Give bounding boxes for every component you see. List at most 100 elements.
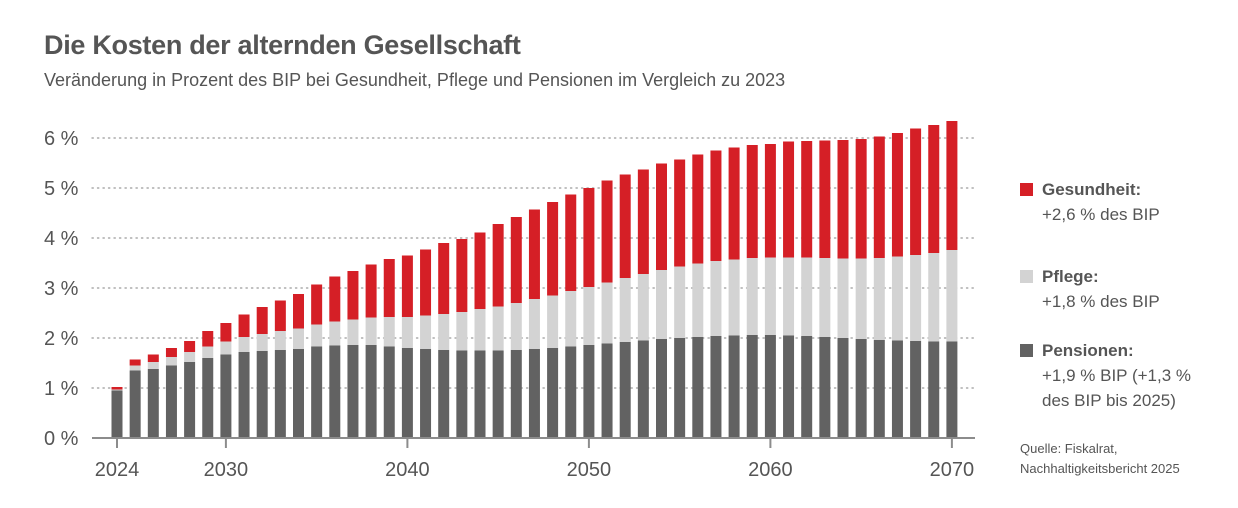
bar-pensionen-2061 bbox=[783, 335, 795, 438]
bar-pflege-2031 bbox=[238, 337, 250, 352]
bar-pflege-2037 bbox=[347, 319, 359, 345]
y-tick-label-6: 6 % bbox=[44, 128, 79, 150]
bar-pensionen-2063 bbox=[819, 337, 831, 438]
bar-gesundheit-2069 bbox=[928, 125, 940, 253]
bar-pensionen-2045 bbox=[492, 350, 504, 438]
bar-pflege-2045 bbox=[492, 306, 504, 351]
bar-gesundheit-2042 bbox=[438, 243, 450, 314]
bar-gesundheit-2056 bbox=[692, 154, 704, 264]
bar-pensionen-2048 bbox=[547, 348, 559, 438]
y-tick-label-5: 5 % bbox=[44, 178, 79, 200]
y-tick-label-1: 1 % bbox=[44, 378, 79, 400]
bar-pensionen-2068 bbox=[910, 341, 922, 438]
bar-pensionen-2051 bbox=[601, 343, 613, 438]
bar-pensionen-2058 bbox=[728, 335, 740, 438]
legend-item-pflege: Pflege: +1,8 % des BIP bbox=[1020, 264, 1160, 314]
bar-pensionen-2065 bbox=[855, 339, 867, 438]
bar-pflege-2061 bbox=[783, 257, 795, 336]
bar-pensionen-2059 bbox=[746, 335, 758, 438]
legend-label-pflege: Pflege: bbox=[1042, 267, 1099, 286]
y-tick-label-2: 2 % bbox=[44, 328, 79, 350]
bar-pflege-2056 bbox=[692, 263, 704, 337]
bar-pensionen-2064 bbox=[837, 338, 849, 438]
chart-title: Die Kosten der alternden Gesellschaft bbox=[44, 30, 521, 60]
bar-gesundheit-2044 bbox=[474, 232, 486, 309]
bar-pensionen-2049 bbox=[565, 346, 577, 438]
bar-gesundheit-2047 bbox=[528, 209, 540, 299]
bar-pensionen-2066 bbox=[873, 340, 885, 438]
bar-pflege-2053 bbox=[637, 274, 649, 341]
bar-gesundheit-2035 bbox=[311, 284, 323, 325]
bar-pensionen-2033 bbox=[274, 350, 286, 438]
bar-pensionen-2035 bbox=[311, 346, 323, 438]
bar-gesundheit-2033 bbox=[274, 300, 286, 331]
bar-pflege-2027 bbox=[165, 357, 177, 366]
bar-pensionen-2070 bbox=[946, 341, 958, 438]
legend-desc-pensionen-1: +1,9 % BIP (+1,3 % bbox=[1042, 366, 1191, 385]
bar-gesundheit-2053 bbox=[637, 169, 649, 274]
bar-pflege-2065 bbox=[855, 258, 867, 339]
bar-gesundheit-2024 bbox=[111, 387, 123, 390]
bar-pensionen-2056 bbox=[692, 337, 704, 438]
bar-gesundheit-2060 bbox=[764, 144, 776, 258]
bar-gesundheit-2061 bbox=[783, 141, 795, 258]
bar-pflege-2033 bbox=[274, 331, 286, 350]
legend-item-pensionen: Pensionen: +1,9 % BIP (+1,3 % des BIP bi… bbox=[1020, 338, 1191, 413]
bar-pflege-2069 bbox=[928, 253, 940, 342]
bar-gesundheit-2038 bbox=[365, 264, 377, 318]
bar-pflege-2067 bbox=[891, 256, 903, 341]
bar-pflege-2046 bbox=[510, 303, 522, 350]
bar-pensionen-2057 bbox=[710, 336, 722, 438]
bar-pflege-2050 bbox=[583, 287, 595, 345]
bar-pflege-2062 bbox=[801, 257, 813, 336]
bar-pflege-2043 bbox=[456, 312, 468, 351]
bar-pflege-2026 bbox=[147, 362, 159, 369]
bar-gesundheit-2049 bbox=[565, 194, 577, 291]
bar-pflege-2066 bbox=[873, 258, 885, 340]
bar-gesundheit-2029 bbox=[202, 331, 214, 347]
bar-pensionen-2043 bbox=[456, 350, 468, 438]
bar-gesundheit-2036 bbox=[329, 276, 341, 322]
bar-gesundheit-2067 bbox=[891, 133, 903, 257]
bar-gesundheit-2062 bbox=[801, 141, 813, 258]
bar-pflege-2041 bbox=[420, 315, 432, 349]
bar-pensionen-2062 bbox=[801, 336, 813, 438]
bar-pensionen-2047 bbox=[528, 349, 540, 438]
bar-gesundheit-2055 bbox=[674, 159, 686, 267]
legend-item-gesundheit: Gesundheit: +2,6 % des BIP bbox=[1020, 177, 1160, 227]
bar-gesundheit-2070 bbox=[946, 121, 958, 250]
bar-pflege-2044 bbox=[474, 309, 486, 351]
bar-pensionen-2069 bbox=[928, 341, 940, 438]
bar-pflege-2049 bbox=[565, 291, 577, 347]
x-tick-label-2060: 2060 bbox=[748, 459, 793, 481]
y-tick-label-3: 3 % bbox=[44, 278, 79, 300]
bar-pensionen-2050 bbox=[583, 345, 595, 438]
bar-pensionen-2041 bbox=[420, 349, 432, 438]
bar-pflege-2060 bbox=[764, 257, 776, 335]
bar-gesundheit-2026 bbox=[147, 354, 159, 362]
bar-pflege-2039 bbox=[383, 317, 395, 347]
bar-pensionen-2039 bbox=[383, 346, 395, 438]
x-tick-label-2050: 2050 bbox=[567, 459, 612, 481]
bar-pensionen-2060 bbox=[764, 335, 776, 438]
bar-pflege-2024 bbox=[111, 389, 123, 391]
bar-gesundheit-2063 bbox=[819, 140, 831, 258]
bar-gesundheit-2059 bbox=[746, 145, 758, 258]
bar-pflege-2042 bbox=[438, 314, 450, 350]
bar-pflege-2040 bbox=[401, 317, 413, 348]
bar-gesundheit-2034 bbox=[293, 294, 304, 329]
bar-gesundheit-2030 bbox=[220, 323, 232, 342]
x-tick-label-2040: 2040 bbox=[385, 459, 430, 481]
bar-pflege-2048 bbox=[547, 295, 559, 348]
bar-pflege-2051 bbox=[601, 282, 613, 344]
legend-desc-pflege: +1,8 % des BIP bbox=[1042, 292, 1160, 311]
bar-pensionen-2038 bbox=[365, 345, 377, 438]
bar-pflege-2059 bbox=[746, 258, 758, 335]
bar-gesundheit-2037 bbox=[347, 271, 359, 320]
bar-pensionen-2044 bbox=[474, 350, 486, 438]
x-tick-label-2070: 2070 bbox=[930, 459, 975, 481]
bar-pensionen-2025 bbox=[129, 370, 141, 438]
y-tick-label-0: 0 % bbox=[44, 428, 79, 450]
bar-pflege-2063 bbox=[819, 258, 831, 337]
bar-pflege-2032 bbox=[256, 334, 268, 351]
